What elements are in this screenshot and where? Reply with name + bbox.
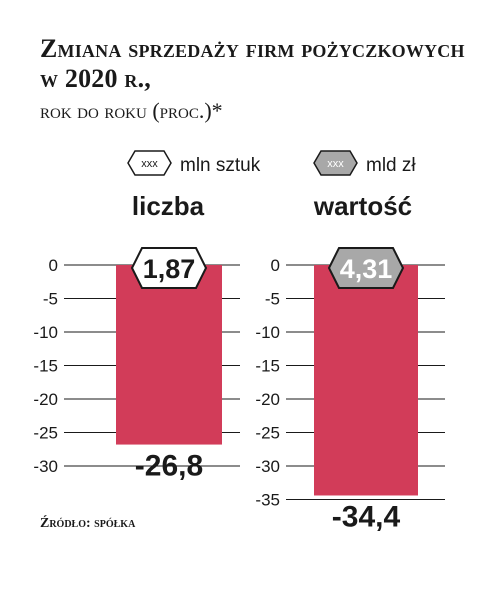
legend-label: mln sztuk bbox=[180, 155, 261, 176]
y-tick-label: -25 bbox=[33, 424, 58, 443]
y-tick-label: -10 bbox=[255, 323, 280, 342]
chart-title: Zmiana sprzedaży firm pożyczkowych w 202… bbox=[40, 34, 465, 93]
chart-panel-0: liczba 0 -5 -10 -15 -20 -25 -30 1,87 -26,8 bbox=[33, 191, 240, 483]
y-tick-label: -25 bbox=[255, 424, 280, 443]
bar-value-label: -34,4 bbox=[332, 500, 401, 533]
legend-label: mld zł bbox=[366, 155, 416, 176]
y-tick-label: -20 bbox=[33, 390, 58, 409]
legend-marker-text: xxx bbox=[327, 158, 344, 170]
y-tick-label: -10 bbox=[33, 323, 58, 342]
legend-item-value: xxx mld zł bbox=[313, 150, 416, 176]
bar-value-label: -26,8 bbox=[135, 450, 203, 483]
legend-item-count: xxx mln sztuk bbox=[127, 150, 261, 176]
y-tick-label: -5 bbox=[265, 290, 280, 309]
chart-panel-1: wartość 0 -5 -10 -15 -20 -25 -30 -35 4,31 -34,4 bbox=[255, 191, 445, 533]
y-tick-label: -30 bbox=[255, 457, 280, 476]
y-tick-label: 0 bbox=[49, 256, 58, 275]
bar bbox=[314, 265, 418, 496]
value-badge-label: 1,87 bbox=[143, 254, 196, 284]
y-tick-label: -20 bbox=[255, 390, 280, 409]
legend-marker-gray-icon bbox=[313, 150, 358, 176]
panel-title: wartość bbox=[313, 191, 412, 221]
y-tick-label: -15 bbox=[255, 357, 280, 376]
legend-marker-text: xxx bbox=[141, 158, 158, 170]
bar bbox=[116, 265, 222, 445]
panel-title: liczba bbox=[132, 191, 205, 221]
y-tick-label: -35 bbox=[255, 491, 280, 510]
y-tick-label: 0 bbox=[271, 256, 280, 275]
y-tick-label: -30 bbox=[33, 457, 58, 476]
y-tick-label: -15 bbox=[33, 357, 58, 376]
source-note: Źródło: spółka bbox=[40, 516, 136, 531]
chart-subtitle: rok do roku (proc.)* bbox=[40, 98, 223, 123]
value-badge-hexagon-icon bbox=[130, 247, 208, 289]
value-badge-hexagon-icon bbox=[327, 247, 405, 289]
legend: xxx mln sztuk xxx mld zł bbox=[127, 150, 416, 176]
y-tick-label: -5 bbox=[43, 290, 58, 309]
legend-marker-white-icon bbox=[127, 150, 172, 176]
value-badge-label: 4,31 bbox=[340, 254, 393, 284]
